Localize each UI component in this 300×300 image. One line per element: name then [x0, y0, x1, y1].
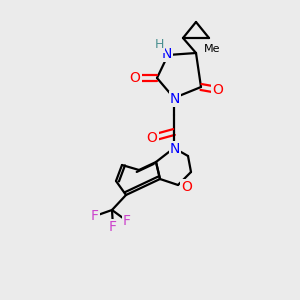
Text: H: H	[154, 38, 164, 52]
Text: N: N	[170, 92, 180, 106]
Text: O: O	[182, 180, 192, 194]
Text: Me: Me	[204, 44, 220, 54]
Text: N: N	[170, 142, 180, 156]
Text: F: F	[109, 220, 117, 234]
Text: O: O	[147, 131, 158, 145]
Text: F: F	[91, 209, 99, 223]
Text: O: O	[130, 71, 140, 85]
Text: F: F	[123, 214, 131, 228]
Text: N: N	[162, 47, 172, 61]
Text: O: O	[213, 83, 224, 97]
